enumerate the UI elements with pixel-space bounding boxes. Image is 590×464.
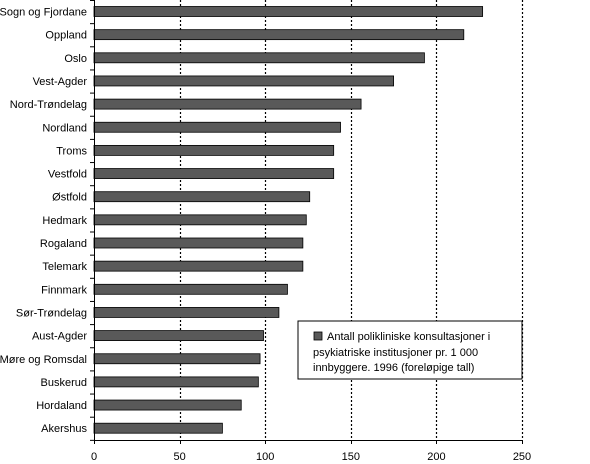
bar-8 — [93, 191, 311, 203]
category-label: Østfold — [52, 192, 87, 204]
bar-17 — [93, 399, 242, 411]
bar-16 — [93, 376, 259, 388]
x-tick-label: 200 — [427, 451, 445, 463]
bar-1 — [93, 29, 465, 41]
category-label: Oppland — [45, 30, 87, 42]
bars — [93, 6, 484, 434]
bar-7 — [93, 168, 335, 179]
bar-3 — [93, 75, 395, 87]
category-label: Rogaland — [40, 238, 87, 250]
legend-text-line-3: innbyggere. 1996 (foreløpige tall) — [313, 362, 474, 374]
x-tick-label: 50 — [173, 451, 185, 463]
category-label: Nord-Trøndelag — [10, 99, 87, 111]
category-label: Møre og Romsdal — [0, 354, 87, 366]
bar-10 — [93, 237, 304, 249]
bar-11 — [93, 260, 304, 272]
axes — [90, 0, 523, 444]
category-label: Aust-Agder — [32, 331, 87, 343]
category-label: Troms — [56, 145, 87, 157]
bar-0 — [93, 6, 484, 17]
legend-text-line-2: psykiatriske institusjoner pr. 1 000 — [313, 347, 478, 359]
category-label: Akershus — [41, 423, 87, 435]
category-label: Telemark — [42, 261, 87, 273]
category-label: Vestfold — [48, 169, 87, 181]
legend-swatch — [313, 331, 323, 341]
x-tick-label: 250 — [513, 451, 531, 463]
category-label: Finnmark — [41, 284, 87, 296]
category-label: Nordland — [42, 122, 87, 134]
bar-9 — [93, 214, 307, 226]
category-label: Oslo — [64, 53, 87, 65]
bar-14 — [93, 330, 264, 342]
bar-5 — [93, 121, 341, 133]
category-label: Hordaland — [36, 400, 87, 412]
category-label: Sogn og Fjordane — [0, 7, 87, 19]
legend-box — [297, 320, 523, 380]
bar-13 — [93, 307, 280, 318]
bar-18 — [93, 422, 223, 434]
x-tick-labels: 0 50 100 150 200 250 — [91, 451, 531, 463]
bar-12 — [93, 283, 288, 295]
x-tick-label: 100 — [256, 451, 274, 463]
x-tick-label: 0 — [91, 451, 97, 463]
category-label: Sør-Trøndelag — [16, 307, 87, 319]
category-label: Buskerud — [41, 377, 87, 389]
legend-text-line-1: Antall polikliniske konsultasjoner i — [327, 331, 490, 343]
bar-2 — [93, 52, 425, 64]
bar-15 — [93, 353, 261, 365]
category-label: Vest-Agder — [33, 76, 88, 88]
category-labels: Sogn og Fjordane Oppland Oslo Vest-Agder Nor… — [0, 7, 87, 436]
bar-4 — [93, 98, 362, 110]
legend: Antall polikliniske konsultasjoner i psy… — [297, 320, 523, 380]
bar-6 — [93, 144, 335, 156]
x-tick-label: 150 — [342, 451, 360, 463]
category-label: Hedmark — [42, 215, 87, 227]
